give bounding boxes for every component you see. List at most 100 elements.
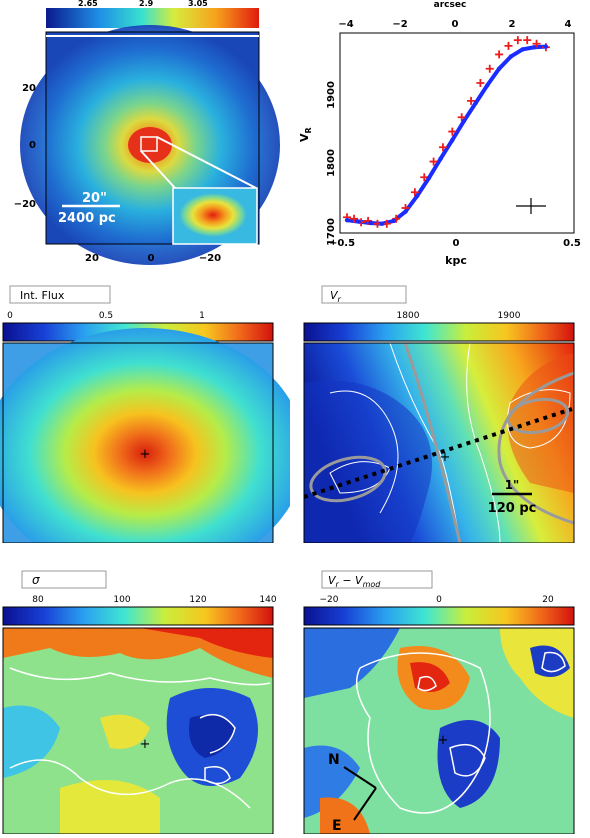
residual-center-marker: + <box>438 733 449 748</box>
blue-data-point <box>450 137 455 143</box>
blue-data-point <box>356 219 361 224</box>
red-data-point <box>467 96 476 105</box>
image-x-tick: 20 <box>85 253 99 264</box>
blue-data-point <box>485 82 490 88</box>
top-tick: 2 <box>509 19 516 30</box>
flux-center-marker: + <box>140 447 151 462</box>
blue-data-point <box>461 118 467 124</box>
image-y-tick: 20 <box>22 83 36 94</box>
image-y-tick: 0 <box>29 140 36 151</box>
red-data-point <box>410 188 419 197</box>
red-data-point <box>504 41 513 50</box>
flux-panel: Int. Flux 0 0.5 1 + <box>0 283 305 578</box>
flux-title: Int. Flux <box>20 289 65 302</box>
red-data-point <box>513 36 522 45</box>
red-data-point <box>532 39 541 48</box>
blue-data-point <box>543 44 549 49</box>
blue-data-point <box>508 54 514 59</box>
top-tick: −4 <box>338 19 353 30</box>
rotation-y-tick: 1700 <box>326 218 337 246</box>
image-x-tick: 0 <box>148 253 155 264</box>
flux-map: Int. Flux 0 0.5 1 + <box>0 285 305 578</box>
residual-colorbar <box>303 606 575 626</box>
blue-data-point <box>391 218 397 224</box>
blue-data-point <box>403 209 408 214</box>
red-data-point <box>476 79 485 87</box>
image-colorbar <box>46 8 259 28</box>
rotation-y-tick: 1800 <box>326 149 337 177</box>
residual-field <box>303 627 575 835</box>
sigma-field <box>2 627 274 835</box>
velocity-cb-tick: 1900 <box>498 311 521 321</box>
residual-cb-tick: 0 <box>436 595 442 605</box>
red-data-point <box>495 50 504 59</box>
rotation-chart: arcsec −4 −2 0 2 4 −0.5 0 0.5 kpc VR 190… <box>298 0 581 267</box>
sigma-panel: σ 80 100 120 140 + <box>0 568 290 835</box>
rotation-y-tick: 1900 <box>326 81 337 109</box>
flux-cb-tick: 0.5 <box>99 311 113 321</box>
red-data-point <box>429 157 438 166</box>
blue-data-point <box>368 220 373 226</box>
blue-data-point <box>438 156 443 161</box>
blue-data-point <box>520 47 525 52</box>
blue-data-point <box>473 100 478 106</box>
sigma-cb-tick: 120 <box>189 595 206 605</box>
image-y-tick: −20 <box>14 199 36 210</box>
blue-data-point <box>496 66 502 71</box>
bottom-tick: −0.5 <box>329 238 355 249</box>
compass <box>343 766 377 821</box>
sigma-map: σ 80 100 120 140 + <box>2 570 277 835</box>
image-panel-svg: 2.65 2.9 3.05 20" 2400 pc 20 0 −20 20 0 … <box>14 0 280 265</box>
velocity-cb-tick: 1800 <box>397 311 420 321</box>
image-cb-tick: 3.05 <box>188 0 208 8</box>
residual-cb-tick: 20 <box>542 595 554 605</box>
red-data-point <box>448 127 457 136</box>
image-cb-tick: 2.9 <box>139 0 154 8</box>
image-panel: 2.65 2.9 3.05 20" 2400 pc 20 0 −20 20 0 … <box>0 0 290 270</box>
top-tick: −2 <box>392 19 407 30</box>
flux-cb-tick: 0 <box>7 311 13 321</box>
flux-emission <box>0 328 305 578</box>
image-cb-tick: 2.65 <box>78 0 98 8</box>
velocity-panel: Vr 1800 1900 + 1" 120 pc <box>300 283 590 544</box>
compass-north: N <box>328 752 340 768</box>
residual-cb-tick: −20 <box>320 595 339 605</box>
bottom-tick: 0.5 <box>563 238 581 249</box>
blue-data-point <box>344 217 350 223</box>
sigma-cb-tick: 140 <box>259 595 276 605</box>
compass-east: E <box>332 818 342 834</box>
velocity-colorbar <box>303 322 575 342</box>
sigma-title-box <box>21 570 107 589</box>
zoom-box <box>140 136 158 152</box>
red-data-point <box>523 36 532 45</box>
inset-core <box>179 193 247 237</box>
red-data-point <box>485 64 494 73</box>
sigma-colorbar <box>2 606 274 626</box>
top-tick: 4 <box>565 19 572 30</box>
velocity-scale-pc: 120 pc <box>488 501 537 516</box>
rotation-panel: arcsec −4 −2 0 2 4 −0.5 0 0.5 kpc VR 190… <box>290 0 590 275</box>
residual-panel: Vr − Vmod −20 0 20 + N E <box>300 568 590 835</box>
rotation-top-axis-label: arcsec <box>434 0 467 10</box>
residual-title-box <box>321 570 433 589</box>
blue-data-point <box>379 221 385 226</box>
rotation-frame <box>339 32 575 234</box>
velocity-title-box <box>321 285 407 304</box>
flux-cb-tick: 1 <box>199 311 205 321</box>
top-tick: 0 <box>452 19 459 30</box>
blue-data-point <box>415 193 420 199</box>
flux-title-box <box>9 285 111 304</box>
sigma-cb-tick: 80 <box>32 595 44 605</box>
kinematic-axis <box>303 407 573 499</box>
error-bar <box>516 198 546 214</box>
blue-data-point <box>532 45 537 50</box>
blue-data-point <box>426 175 432 181</box>
sigma-title: σ <box>32 573 40 587</box>
velocity-scale-arcsec: 1" <box>505 478 520 492</box>
image-scale-arcsec: 20" <box>82 191 107 206</box>
red-data-point <box>350 214 359 223</box>
bottom-tick: 0 <box>453 238 460 249</box>
sigma-center-marker: + <box>140 737 151 752</box>
sigma-cb-tick: 100 <box>113 595 130 605</box>
rotation-ylabel: VR <box>298 127 313 142</box>
